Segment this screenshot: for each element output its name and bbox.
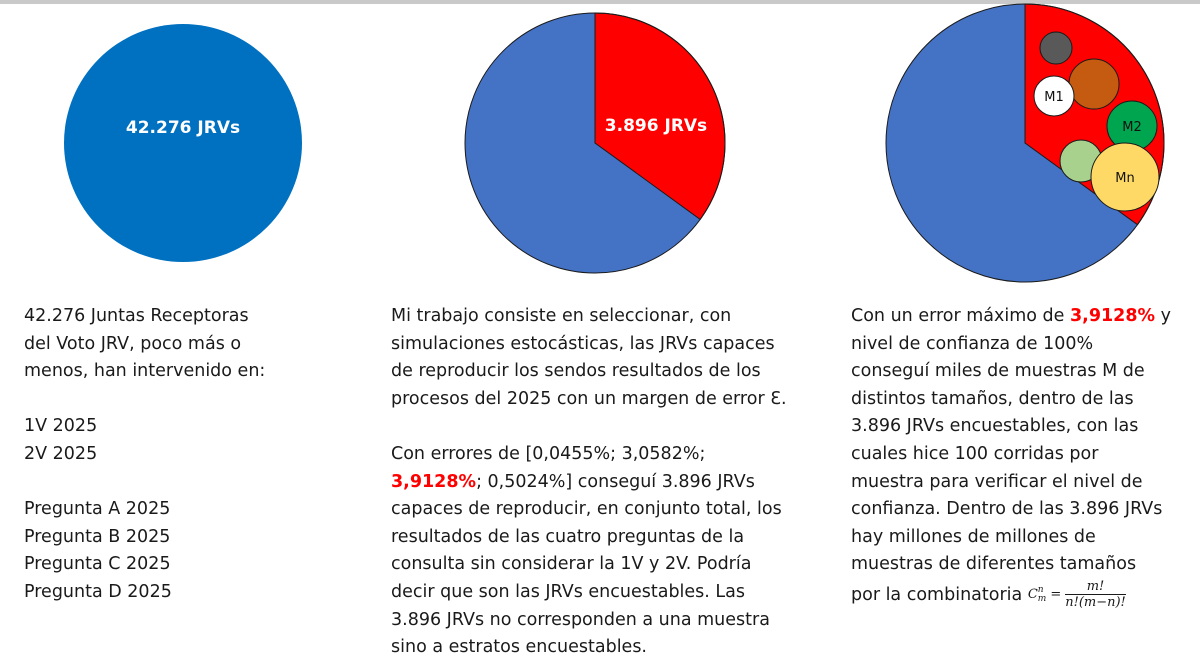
pie-total-jrvs-disc: [64, 24, 302, 262]
col2-text: Mi trabajo consiste en seleccionar, con …: [391, 303, 787, 662]
pie-selected-label: 3.896 JRVs: [605, 116, 707, 136]
col3-line: distintos tamaños, dentro de las: [851, 388, 1134, 409]
col3-line: muestras de diferentes tamaños: [851, 554, 1137, 575]
formula-equals: =: [1050, 587, 1062, 603]
col2-line-highlight: 3,9128%; 0,5024%] conseguí 3.896 JRVs: [391, 469, 787, 497]
col2-line: simulaciones estocásticas, las JRVs capa…: [391, 333, 775, 354]
col2-line: consulta sin considerar la 1V y 2V. Podr…: [391, 554, 752, 575]
col3-line: 3.896 JRVs encuestables, con las: [851, 416, 1139, 437]
col1-line: [24, 386, 265, 414]
sample-label-m2: M2: [1122, 120, 1142, 135]
col3-line: muestra para verificar el nivel de: [851, 471, 1143, 492]
col3-line-pre: Con un error máximo de: [851, 306, 1070, 326]
sample-circle-brown: [1068, 58, 1120, 110]
pie-samples-outline: [885, 3, 1165, 283]
col1-line: Pregunta D 2025: [24, 581, 172, 602]
max-error-highlight: 3,9128%: [1070, 306, 1156, 326]
col3-line: hay millones de millones de: [851, 526, 1096, 547]
top-border: [0, 0, 1200, 4]
col3-line-highlight: Con un error máximo de 3,9128% y: [851, 303, 1171, 331]
col1-line: [24, 469, 265, 497]
col1-line: Pregunta B 2025: [24, 526, 171, 547]
col1-line: 42.276 Juntas Receptoras: [24, 306, 249, 326]
col2-line: sino a estratos encuestables.: [391, 637, 647, 658]
col1-line: Pregunta A 2025: [24, 499, 171, 520]
error-highlight: 3,9128%: [391, 471, 477, 492]
col3-line: confianza. Dentro de las 3.896 JRVs: [851, 499, 1163, 520]
formula-sup: n: [1037, 584, 1044, 595]
sample-circle-mn: [1090, 142, 1160, 212]
col3-line-post: y: [1155, 306, 1171, 326]
column-total-jrvs: 42.276 JRVs 42.276 Juntas Receptoras del…: [0, 0, 380, 671]
col1-line: menos, han intervenido en:: [24, 361, 266, 382]
pie-selected-blue-slice: [465, 13, 701, 274]
sample-label-mn: Mn: [1115, 171, 1134, 186]
col2-line: Con errores de [0,0455%; 3,0582%;: [391, 443, 706, 464]
col3-line: nivel de confianza de 100%: [851, 333, 1094, 354]
col2-line: 3.896 JRVs no corresponden a una muestra: [391, 609, 770, 630]
col2-line: capaces de reproducir, en conjunto total…: [391, 499, 782, 520]
sample-circle-m1: [1033, 75, 1075, 117]
column-selected-jrvs: 3.896 JRVs Mi trabajo consiste en selecc…: [380, 0, 820, 671]
pie-samples: M1 M2 Mn: [885, 3, 1165, 283]
pie-samples-blue-slice: [886, 4, 1138, 282]
pie-selected-outline: [464, 12, 726, 274]
formula-denominator: n!(m−n)!: [1065, 594, 1126, 610]
col2-line: procesos del 2025 con un margen de error…: [391, 388, 787, 409]
sample-circle-dark: [1039, 31, 1073, 65]
sample-label-m1: M1: [1044, 90, 1064, 105]
pie-total-jrvs: 42.276 JRVs: [64, 24, 302, 262]
col2-line-rest: ; 0,5024%] conseguí 3.896 JRVs: [476, 471, 755, 492]
col2-line: de reproducir los sendos resultados de l…: [391, 361, 761, 382]
col2-line: [391, 413, 787, 441]
col1-line: 2V 2025: [24, 443, 98, 464]
pie-total-jrvs-label: 42.276 JRVs: [126, 118, 240, 138]
col2-line: resultados de las cuatro preguntas de la: [391, 526, 745, 547]
col3-line: conseguí miles de muestras M de: [851, 361, 1145, 382]
combinatoria-text: por la combinatoria: [851, 584, 1023, 605]
formula-numerator: m!: [1065, 579, 1126, 595]
formula-c-letter: C: [1027, 587, 1038, 603]
pie-selected-jrvs: 3.896 JRVs: [464, 12, 726, 274]
col3-text: Con un error máximo de 3,9128% y nivel d…: [851, 303, 1171, 610]
formula-fraction: m! n!(m−n)!: [1065, 579, 1126, 611]
formula-sub: m: [1037, 593, 1047, 604]
col1-line: 1V 2025: [24, 416, 98, 437]
col3-line: cuales hice 100 corridas por: [851, 443, 1099, 464]
col1-line: Pregunta C 2025: [24, 554, 171, 575]
col1-text: 42.276 Juntas Receptoras del Voto JRV, p…: [24, 303, 265, 607]
column-samples: M1 M2 Mn Con un error máximo de 3,9128% …: [820, 0, 1200, 671]
col2-line: decir que son las JRVs encuestables. Las: [391, 581, 746, 602]
col1-line: del Voto JRV, poco más o: [24, 333, 242, 354]
col2-line: Mi trabajo consiste en seleccionar, con: [391, 306, 732, 326]
